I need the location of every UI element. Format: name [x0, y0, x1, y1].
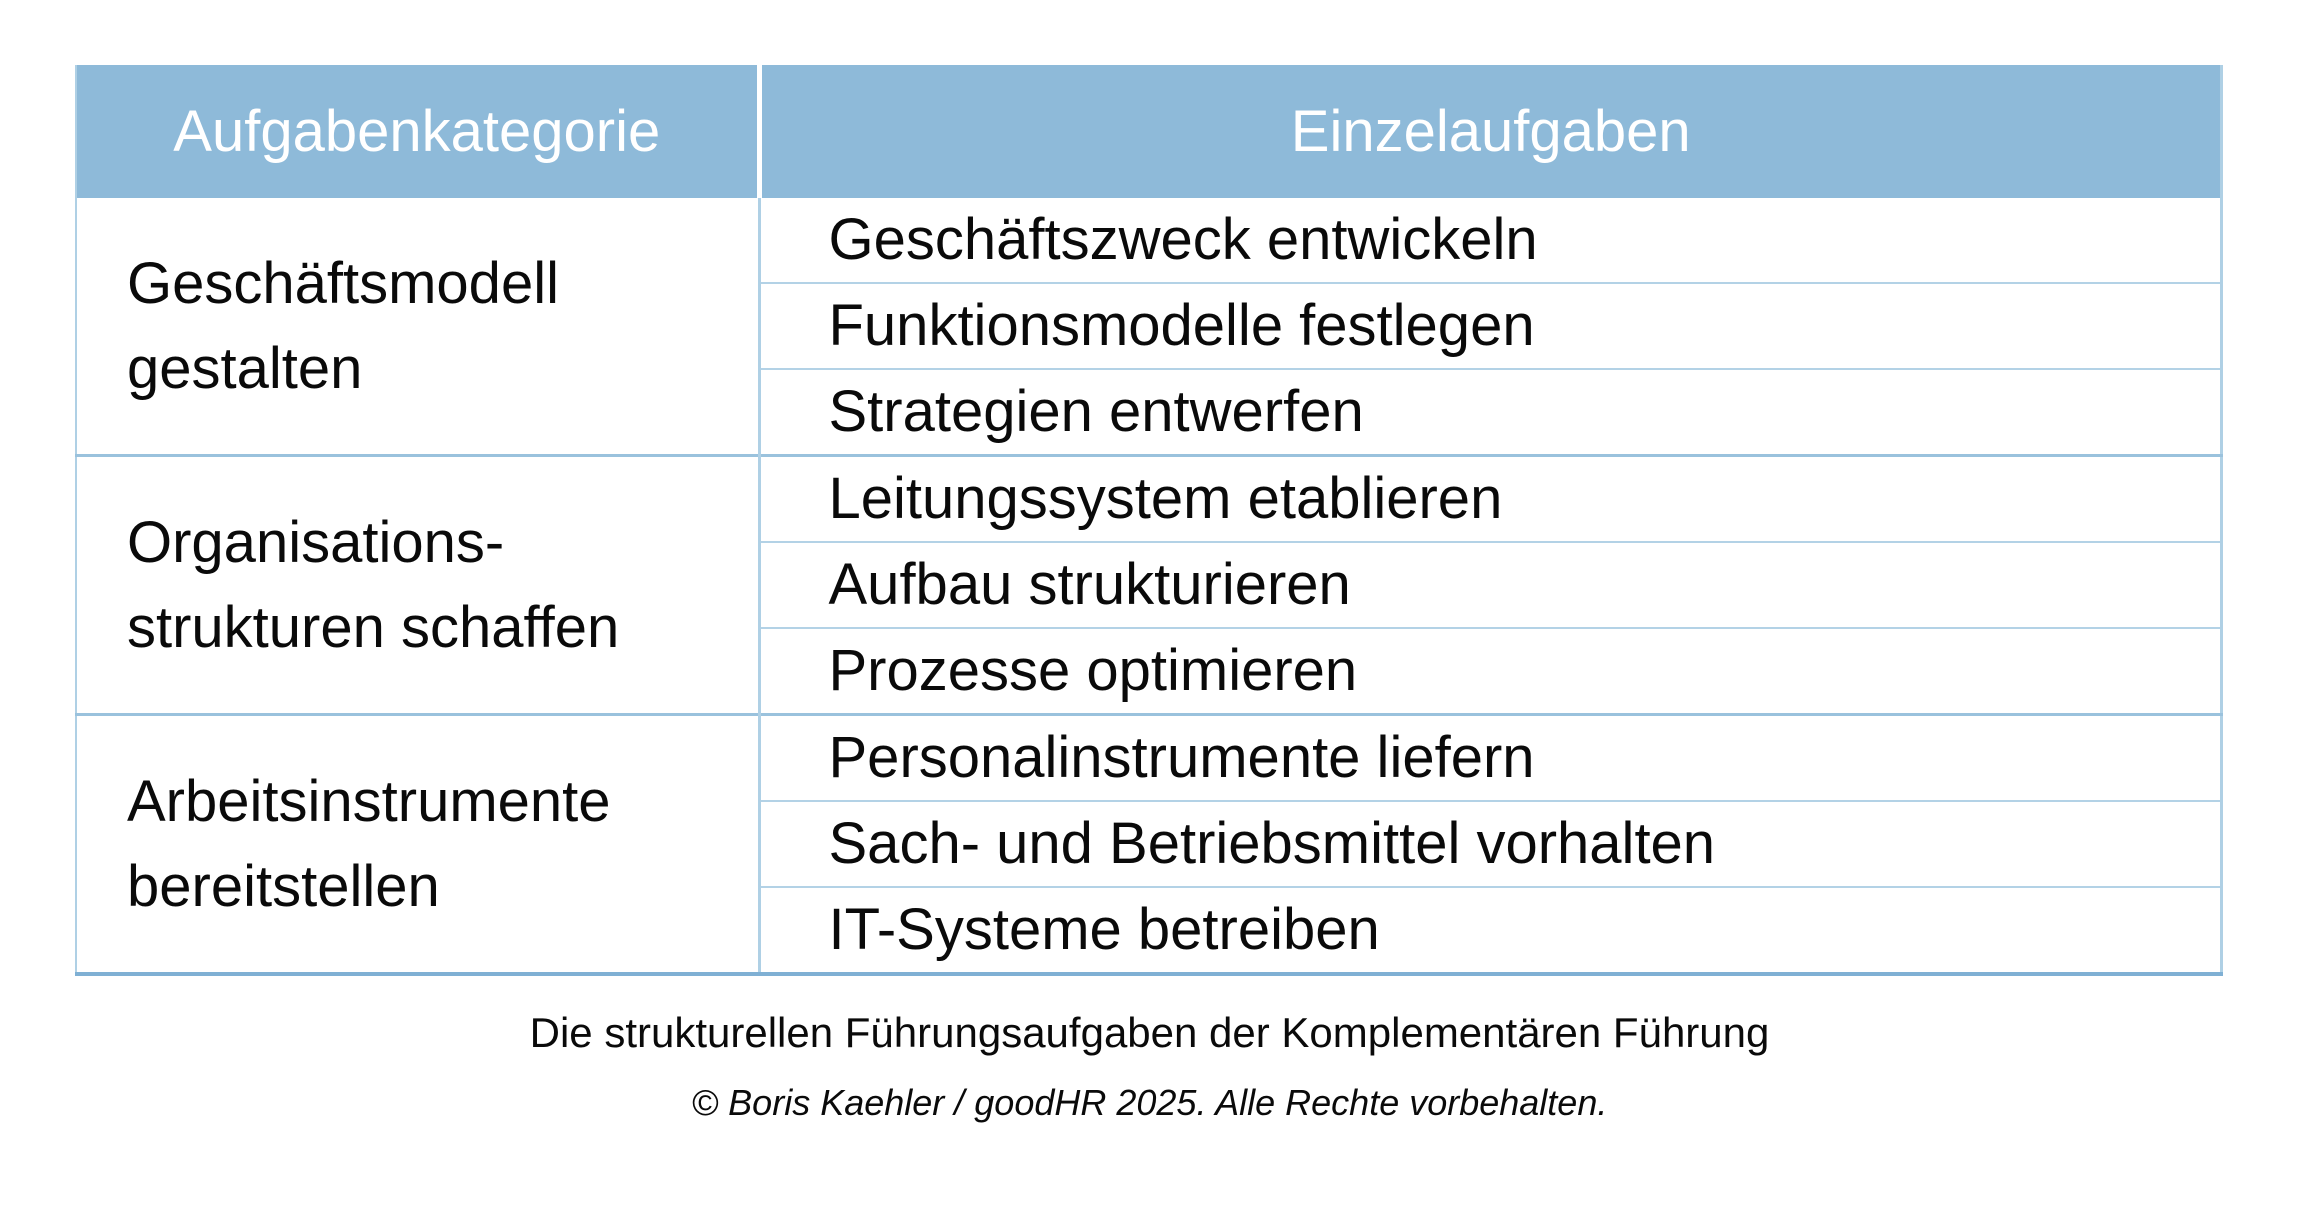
table-row: Sach- und Betriebsmittel vorhalten [76, 800, 2222, 887]
task-cell: Sach- und Betriebsmittel vorhalten [759, 800, 2222, 887]
task-cell: Leitungssystem etablieren [759, 454, 2222, 542]
category-cell-organisationsstrukturen: Organisations- strukturen schaffen [76, 454, 761, 715]
table-row: Geschäftsmodell gestalten Geschäftszweck… [76, 198, 2222, 456]
copyright-notice: © Boris Kaehler / goodHR 2025. Alle Rech… [691, 1082, 1608, 1123]
table-row: Strategien entwerfen [76, 368, 2222, 456]
table-row: Aufbau strukturieren [76, 541, 2222, 628]
task-cell: Personalinstrumente liefern [759, 713, 2222, 801]
header-row: Aufgabenkategorie Einzelaufgaben [76, 65, 2222, 198]
table-row: Funktionsmodelle festlegen [76, 282, 2222, 369]
column-header-aufgabenkategorie: Aufgabenkategorie [76, 65, 762, 198]
task-cell: Geschäftszweck entwickeln [828, 207, 1538, 273]
task-cell: Aufbau strukturieren [759, 541, 2222, 628]
table-row: Arbeitsinstrumente bereitstellen Persona… [76, 713, 2222, 974]
table-caption: Die strukturellen Führungsaufgaben der K… [529, 1009, 1770, 1056]
category-cell-arbeitsinstrumente: Arbeitsinstrumente bereitstellen [76, 713, 761, 974]
leadership-tasks-table: Aufgabenkategorie Einzelaufgaben Geschäf… [75, 65, 2223, 976]
table-row: Organisations- strukturen schaffen Leitu… [76, 454, 2222, 715]
table-row: IT-Systeme betreiben [76, 886, 2222, 974]
table-row: Prozesse optimieren [76, 627, 2222, 715]
task-cell: Prozesse optimieren [759, 627, 2222, 715]
task-cell: IT-Systeme betreiben [759, 886, 2222, 974]
column-header-einzelaufgaben: Einzelaufgaben [759, 65, 2222, 198]
task-cell: Funktionsmodelle festlegen [759, 282, 2222, 369]
category-cell-geschaeftsmodell: Geschäftsmodell gestalten [76, 198, 761, 456]
task-cell: Strategien entwerfen [759, 368, 2222, 456]
